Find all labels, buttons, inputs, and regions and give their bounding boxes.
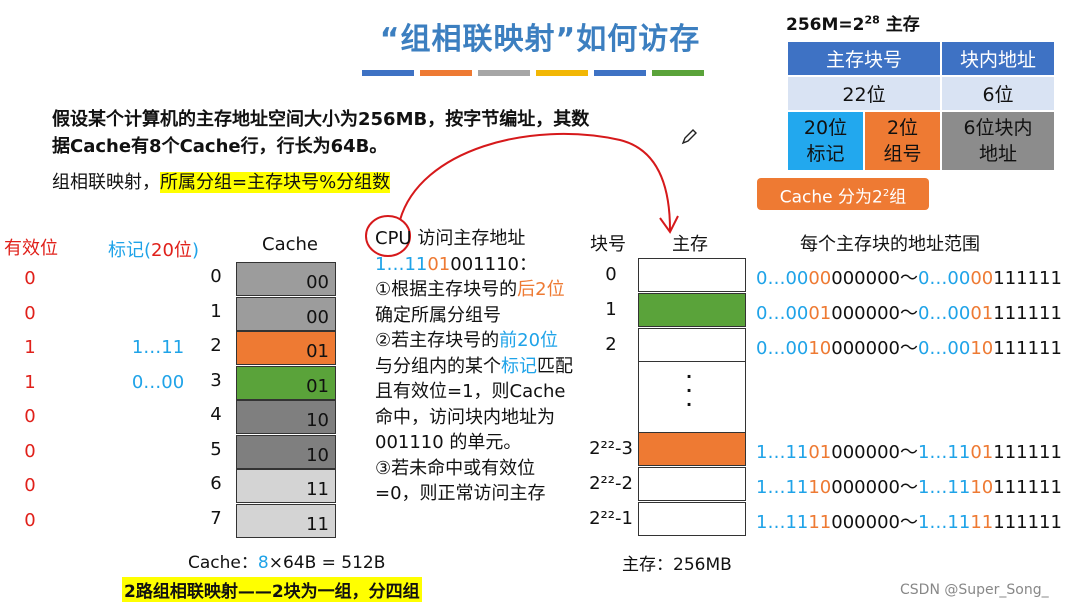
- cache-line: 11: [236, 469, 336, 503]
- title-bar-3: [536, 70, 588, 76]
- title-bar-4: [594, 70, 646, 76]
- cache-line: 01: [236, 331, 336, 365]
- memory-block-number: 2²²-3: [589, 438, 633, 459]
- watermark: CSDN @Super_Song_: [900, 582, 1049, 598]
- valid-bit: 1: [24, 371, 36, 393]
- memory-header: 主存: [672, 234, 708, 255]
- cache-line: 10: [236, 434, 336, 469]
- valid-bit: 0: [24, 475, 36, 496]
- group-count-badge: Cache 分为22组: [757, 178, 929, 210]
- memory-block-number: 2: [605, 334, 617, 355]
- cache-line: 10: [236, 400, 336, 434]
- tag-value: 1…11: [131, 337, 185, 358]
- valid-bit: 0: [24, 406, 36, 427]
- cache-row-index: 4: [210, 404, 222, 425]
- mapping-prefix: 组相联映射，: [52, 172, 160, 193]
- address-format-table: 主存块号 块内地址 22位 6位 20位 标记 2位 组号 6位块内 地址: [786, 40, 1056, 172]
- mapping-highlight: 所属分组=主存块号%分组数: [160, 172, 391, 193]
- memory-block-range: 0…0001000000～0…0001111111: [756, 303, 1062, 324]
- summary-highlight: 2路组相联映射——2块为一组，分四组: [122, 577, 422, 602]
- memory-block-range: 0…0010000000～0…0010111111: [756, 338, 1062, 359]
- title-bar-0: [362, 70, 414, 76]
- memory-size-footer: 主存：256MB: [622, 555, 732, 575]
- handwritten-arrow: [365, 133, 679, 257]
- title-bar-1: [420, 70, 472, 76]
- tag-field: 20位 标记: [786, 110, 865, 172]
- slide-title: “组相联映射”如何访存: [379, 22, 701, 57]
- header-block-number: 主存块号: [786, 40, 942, 77]
- cache-header: Cache: [262, 234, 318, 255]
- valid-bit: 1: [24, 337, 36, 358]
- memory-block: [638, 502, 746, 536]
- cache-row-index: 7: [210, 507, 222, 529]
- cpu-access-explanation: CPU 访问主存地址 1…1101001110： ①根据主存块号的后2位确定所属…: [375, 228, 573, 504]
- valid-bit: 0: [24, 509, 36, 531]
- memory-block-number: 2²²-2: [589, 473, 633, 494]
- valid-bit: 0: [24, 302, 36, 324]
- memory-block: [638, 432, 746, 466]
- memory-block-number: 0: [605, 264, 617, 285]
- address-space-title: 256M=228 主存: [786, 13, 920, 35]
- memory-block-range: 0…0000000000～0…0000111111: [756, 268, 1062, 289]
- memory-block-number: 1: [605, 299, 617, 320]
- memory-gap: [638, 362, 746, 432]
- cache-row-index: 0: [210, 266, 222, 287]
- offset-field: 6位块内 地址: [940, 110, 1056, 172]
- title-bar-2: [478, 70, 530, 76]
- cache-size-footer: Cache：8×64B = 512B: [188, 553, 386, 573]
- memory-block-number: 2²²-1: [589, 508, 633, 529]
- cache-row-index: 1: [210, 300, 222, 322]
- tag-header: 标记(20位): [108, 240, 199, 261]
- valid-bit: 0: [24, 440, 36, 462]
- valid-bit: 0: [24, 268, 36, 289]
- address-range-header: 每个主存块的地址范围: [800, 234, 980, 255]
- cache-row-index: 6: [210, 473, 222, 494]
- tag-value: 0…00: [131, 371, 185, 393]
- cache-row-index: 5: [210, 438, 222, 460]
- group-field: 2位 组号: [863, 110, 942, 172]
- cache-row-index: 3: [210, 369, 222, 391]
- problem-statement: 假设某个计算机的主存地址空间大小为256MB，按字节编址，其数据Cache有8个…: [52, 109, 590, 157]
- header-block-offset: 块内地址: [940, 40, 1056, 77]
- bits-block-offset: 6位: [940, 75, 1056, 112]
- title-color-bars: [362, 70, 704, 76]
- memory-block-range: 1…1101000000～1…1101111111: [756, 442, 1062, 463]
- cache-line: 00: [236, 262, 336, 296]
- memory-block-range: 1…1111000000～1…1111111111: [756, 512, 1062, 533]
- pencil-icon: [681, 129, 697, 145]
- memory-block: [638, 258, 746, 292]
- memory-block: [638, 328, 746, 362]
- valid-bit-header: 有效位: [4, 238, 58, 259]
- memory-block: [638, 293, 746, 327]
- bits-block-number: 22位: [786, 75, 942, 112]
- cache-line: 11: [236, 503, 336, 538]
- title-bar-5: [652, 70, 704, 76]
- memory-block-range: 1…1110000000～1…1110111111: [756, 477, 1062, 498]
- block-number-header: 块号: [590, 234, 626, 255]
- cache-line: 01: [236, 365, 336, 400]
- cache-line: 00: [236, 296, 336, 331]
- memory-block: [638, 467, 746, 501]
- cache-row-index: 2: [210, 335, 222, 356]
- mapping-rule: 组相联映射，所属分组=主存块号%分组数: [52, 168, 391, 194]
- ellipsis-dots: · · ·: [686, 367, 693, 414]
